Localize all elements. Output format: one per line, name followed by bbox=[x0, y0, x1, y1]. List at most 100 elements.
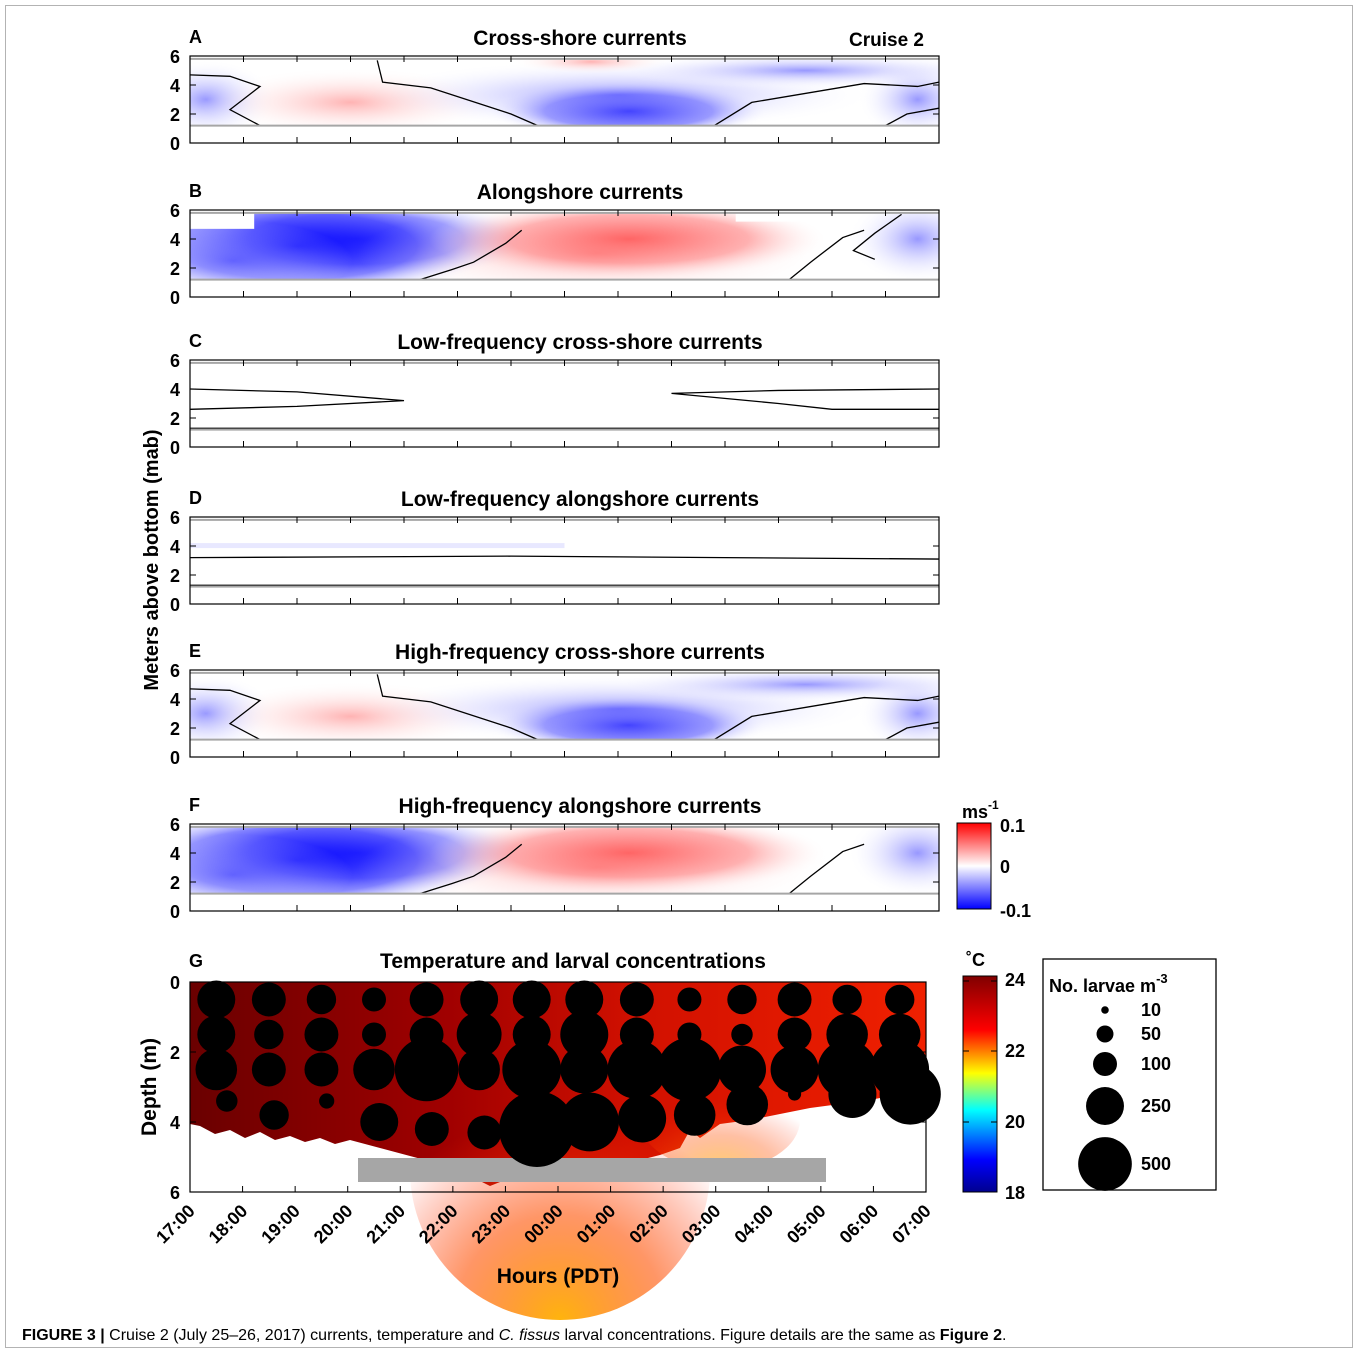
shared-ylabel: Meters above bottom (mab) bbox=[141, 429, 163, 690]
larvae-dot bbox=[195, 1048, 238, 1091]
y-tick-label: 2 bbox=[170, 719, 180, 739]
positive-current-region bbox=[356, 212, 837, 280]
contour-line bbox=[419, 843, 523, 895]
y-tick-label: 6 bbox=[170, 1183, 180, 1203]
negative-current-region bbox=[857, 673, 939, 740]
caption-text-2: larval concentrations. Figure details ar… bbox=[560, 1327, 940, 1344]
caption-label: FIGURE 3 | bbox=[22, 1327, 105, 1344]
contour-line bbox=[189, 555, 940, 560]
current-colorbar-max: 0.1 bbox=[1000, 816, 1025, 836]
larvae-dot bbox=[777, 1017, 812, 1052]
larvae-dot bbox=[460, 980, 499, 1019]
panel-axes-box bbox=[189, 516, 940, 605]
y-tick-label: 0 bbox=[170, 595, 180, 615]
larvae-dot bbox=[677, 987, 702, 1012]
temp-tick-22: 22 bbox=[1005, 1041, 1025, 1061]
figure-caption: FIGURE 3 | Cruise 2 (July 25–26, 2017) c… bbox=[22, 1326, 1342, 1346]
y-tick-label: 0 bbox=[170, 134, 180, 154]
larvae-dot bbox=[197, 1015, 236, 1054]
y-tick-label: 6 bbox=[170, 661, 180, 681]
negative-current-region bbox=[857, 59, 939, 126]
larvae-dot bbox=[458, 1048, 500, 1091]
temp-tick-18: 18 bbox=[1005, 1183, 1025, 1203]
figure-canvas: Meters above bottom (mab) A Cross-shore c… bbox=[138, 27, 1217, 1320]
larvae-dot bbox=[607, 1040, 667, 1099]
y-tick-label: 0 bbox=[170, 438, 180, 458]
x-tick-label: 07:00 bbox=[888, 1201, 935, 1248]
negative-current-region bbox=[190, 834, 353, 894]
x-tick-label: 04:00 bbox=[730, 1201, 777, 1248]
larvae-dot bbox=[502, 1040, 562, 1099]
larvae-dot bbox=[832, 984, 862, 1015]
contour-line bbox=[376, 674, 539, 741]
x-tick-label: 17:00 bbox=[152, 1201, 199, 1248]
x-tick-label: 21:00 bbox=[362, 1201, 409, 1248]
x-tick-label: 19:00 bbox=[257, 1201, 304, 1248]
panel-letter: D bbox=[189, 488, 202, 508]
caption-text-3: . bbox=[1002, 1327, 1007, 1344]
larvae-dot bbox=[362, 987, 386, 1012]
larvae-dot bbox=[718, 1045, 766, 1094]
larvae-dot bbox=[362, 1022, 386, 1047]
larvae-dot bbox=[560, 1045, 609, 1094]
contour-line bbox=[376, 60, 539, 127]
y-tick-label: 4 bbox=[170, 1113, 180, 1133]
larvae-dot bbox=[414, 1112, 449, 1146]
current-field bbox=[190, 543, 565, 549]
x-tick-label: 05:00 bbox=[783, 1201, 830, 1248]
larvae-dot bbox=[197, 980, 236, 1019]
larvae-legend: No. larvae m-3 10 50 100 250 500 bbox=[1042, 958, 1217, 1191]
larvae-dot bbox=[254, 1019, 284, 1050]
y-tick-label: 2 bbox=[170, 105, 180, 125]
positive-current-region bbox=[511, 58, 672, 74]
y-tick-label: 0 bbox=[170, 748, 180, 768]
negative-current-region bbox=[605, 58, 939, 89]
x-tick-label: 20:00 bbox=[310, 1201, 357, 1248]
panel-letter: A bbox=[189, 27, 202, 47]
legend-dot bbox=[1096, 1025, 1114, 1043]
panel-title: High-frequency cross-shore currents bbox=[395, 641, 765, 664]
contour-line bbox=[885, 107, 940, 127]
y-tick-label: 0 bbox=[170, 902, 180, 922]
contour-line bbox=[788, 229, 865, 281]
larvae-dot bbox=[770, 1045, 819, 1094]
legend-label: 10 bbox=[1141, 1000, 1161, 1020]
current-field bbox=[190, 212, 939, 280]
negative-current-region bbox=[847, 212, 939, 280]
temperature-colorbar: ˚C 24 22 20 18 bbox=[962, 950, 1025, 1203]
larvae-dot bbox=[304, 1017, 339, 1052]
larvae-dot bbox=[777, 982, 812, 1017]
y-tick-label: 4 bbox=[170, 380, 180, 400]
larvae-dot bbox=[879, 1063, 941, 1125]
caption-species: C. fissus bbox=[498, 1327, 561, 1344]
larvae-dot bbox=[360, 1103, 399, 1141]
y-tick-label: 6 bbox=[170, 47, 180, 67]
larvae-dot bbox=[456, 1012, 502, 1057]
larvae-dot bbox=[885, 984, 915, 1015]
negative-current-region bbox=[190, 220, 353, 280]
panel-letter: E bbox=[189, 641, 201, 661]
larvae-dot bbox=[560, 1092, 619, 1152]
panel-g-ylabel: Depth (m) bbox=[138, 1038, 161, 1136]
larvae-dot bbox=[560, 1010, 609, 1059]
panel-letter: F bbox=[189, 795, 200, 815]
contour-line bbox=[852, 213, 902, 260]
larvae-dot bbox=[657, 1037, 722, 1102]
panel-f: F High-frequency alongshore currents 0 2 4 6 bbox=[170, 795, 940, 922]
y-tick-label: 6 bbox=[170, 351, 180, 371]
current-colorbar: ms-1 0.1 0 -0.1 bbox=[956, 798, 1031, 921]
larvae-dot bbox=[319, 1093, 335, 1109]
current-colorbar-min: -0.1 bbox=[1000, 901, 1031, 921]
y-tick-label: 4 bbox=[170, 844, 180, 864]
current-colorbar-mid: 0 bbox=[1000, 857, 1010, 877]
y-tick-label: 2 bbox=[170, 873, 180, 893]
contour-line bbox=[713, 695, 940, 741]
temperature-colorbar-unit: ˚C bbox=[966, 950, 985, 970]
y-tick-label: 0 bbox=[170, 973, 180, 993]
larvae-dot bbox=[251, 1052, 286, 1087]
panel-letter: C bbox=[189, 331, 202, 351]
contour-line bbox=[885, 721, 940, 741]
panel-g-xlabel: Hours (PDT) bbox=[497, 1265, 620, 1288]
larvae-dot bbox=[787, 1087, 802, 1101]
